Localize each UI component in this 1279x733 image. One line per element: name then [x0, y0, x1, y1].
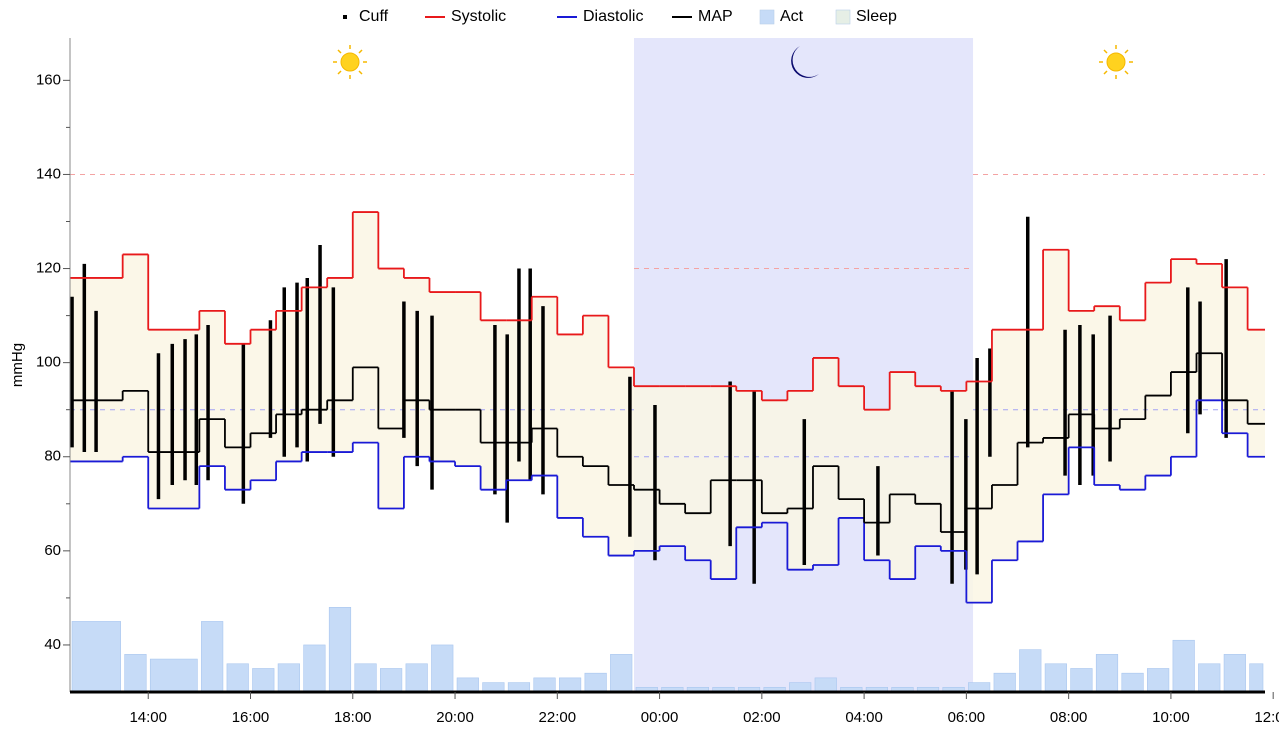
- activity-bar: [456, 677, 479, 693]
- activity-bar: [1249, 663, 1264, 693]
- legend-label: MAP: [698, 8, 733, 25]
- activity-bar: [1172, 639, 1195, 693]
- x-tick-label: 02:00: [743, 709, 781, 726]
- sleep-region: [634, 38, 974, 692]
- legend-marker: [835, 9, 851, 25]
- activity-bar: [814, 677, 837, 693]
- activity-bar: [1147, 668, 1170, 693]
- activity-bar: [277, 663, 300, 693]
- y-tick-label: 100: [36, 354, 61, 371]
- activity-bar: [1121, 672, 1144, 693]
- activity-bar: [1223, 654, 1246, 693]
- legend-label: Cuff: [359, 8, 389, 25]
- legend-label: Act: [780, 8, 804, 25]
- activity-bar: [610, 654, 633, 693]
- y-tick-label: 60: [44, 542, 61, 559]
- legend-label: Systolic: [451, 8, 506, 25]
- x-tick-label: 18:00: [334, 709, 372, 726]
- activity-bar: [1198, 663, 1221, 693]
- y-tick-label: 140: [36, 165, 61, 182]
- y-tick-label: 40: [44, 636, 61, 653]
- x-tick-label: 22:00: [539, 709, 577, 726]
- x-tick-label: 12:00: [1254, 709, 1279, 726]
- activity-bar: [431, 644, 454, 693]
- activity-bar: [405, 663, 428, 693]
- legend-label: Sleep: [856, 8, 897, 25]
- x-tick-label: 04:00: [845, 709, 883, 726]
- activity-bar: [328, 607, 352, 693]
- x-tick-label: 06:00: [948, 709, 986, 726]
- activity-bar: [149, 658, 198, 693]
- x-tick-label: 08:00: [1050, 709, 1088, 726]
- legend-marker: [343, 15, 347, 19]
- activity-bar: [993, 672, 1016, 693]
- x-tick-label: 10:00: [1152, 709, 1190, 726]
- activity-bar: [1095, 654, 1119, 693]
- x-tick-label: 16:00: [232, 709, 270, 726]
- activity-bar: [533, 677, 556, 693]
- legend: Cuff Systolic Diastolic MAP Act Sleep: [343, 8, 897, 25]
- activity-bar: [226, 663, 249, 693]
- y-axis-title: mmHg: [9, 343, 26, 387]
- activity-bar: [201, 621, 224, 693]
- sun-icon: [1099, 45, 1133, 79]
- legend-marker: [759, 9, 775, 25]
- activity-bar: [252, 668, 275, 693]
- y-tick-label: 120: [36, 260, 61, 277]
- activity-bar: [1044, 663, 1067, 693]
- plot-area: 40 60 80 100 120 140 160 14:00 16:00 18:00 20:00 22…: [36, 38, 1279, 726]
- y-tick-label: 160: [36, 71, 61, 88]
- activity-bar: [71, 621, 121, 693]
- activity-bar: [584, 672, 607, 693]
- activity-bar: [124, 654, 147, 693]
- x-tick-label: 00:00: [641, 709, 679, 726]
- activity-bar: [354, 663, 377, 693]
- x-tick-label: 20:00: [436, 709, 474, 726]
- x-tick-label: 14:00: [129, 709, 167, 726]
- activity-bar: [1019, 649, 1042, 693]
- activity-bar: [380, 668, 403, 693]
- activity-bar: [303, 644, 326, 693]
- y-tick-label: 80: [44, 448, 61, 465]
- sun-icon: [333, 45, 367, 79]
- activity-bar: [1070, 668, 1093, 693]
- activity-bar: [559, 677, 582, 693]
- legend-label: Diastolic: [583, 8, 643, 25]
